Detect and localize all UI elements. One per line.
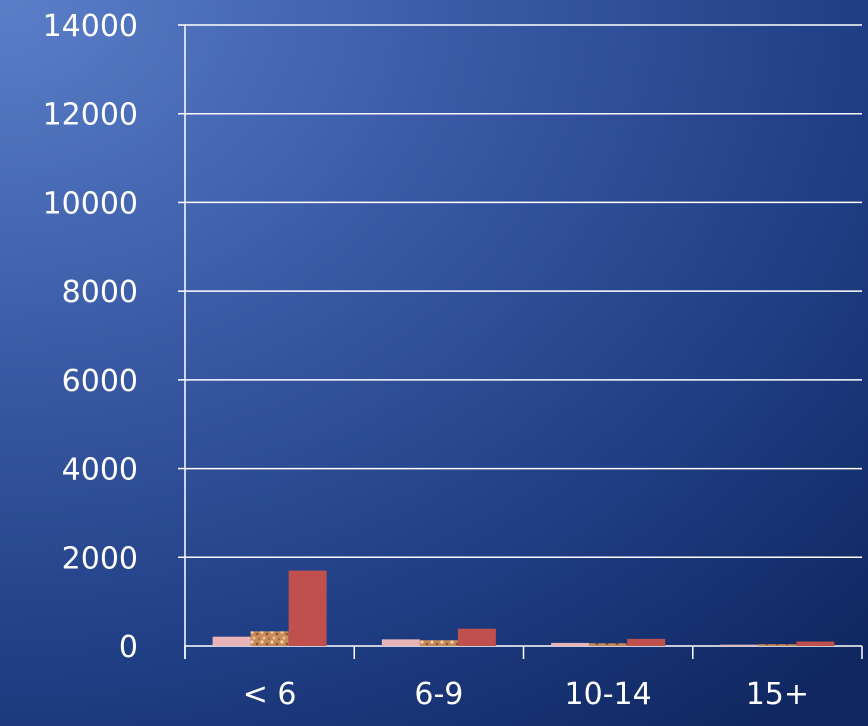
labels: 0 2000 4000 6000 8000 10000 12000 14000 < 6 6-9 10…: [43, 9, 809, 712]
gridlines: [185, 24, 862, 559]
bar: [457, 628, 496, 646]
bar: [288, 570, 327, 646]
y-tick-label: 6000: [62, 364, 138, 399]
bars: [212, 570, 835, 646]
x-category-label: 6-9: [414, 677, 463, 712]
bar: [250, 631, 289, 646]
y-tick-label: 14000: [43, 9, 138, 44]
y-tick-label: 2000: [62, 541, 138, 576]
y-tick-label: 12000: [43, 98, 138, 133]
y-tick-label: 10000: [43, 186, 138, 221]
bar: [212, 636, 251, 646]
bar: [381, 639, 420, 646]
x-category-label: 10-14: [565, 677, 652, 712]
y-tick-label: 4000: [62, 453, 138, 488]
x-category-label: 15+: [746, 677, 809, 712]
y-tick-label: 0: [119, 630, 138, 665]
bar: [589, 643, 628, 646]
bar: [627, 638, 666, 646]
bar: [551, 642, 590, 646]
bar: [758, 644, 797, 646]
x-category-label: < 6: [243, 677, 297, 712]
y-tick-label: 8000: [62, 275, 138, 310]
bar: [796, 641, 835, 646]
axes: [178, 24, 863, 659]
bar: [720, 644, 759, 646]
bar: [419, 640, 458, 646]
